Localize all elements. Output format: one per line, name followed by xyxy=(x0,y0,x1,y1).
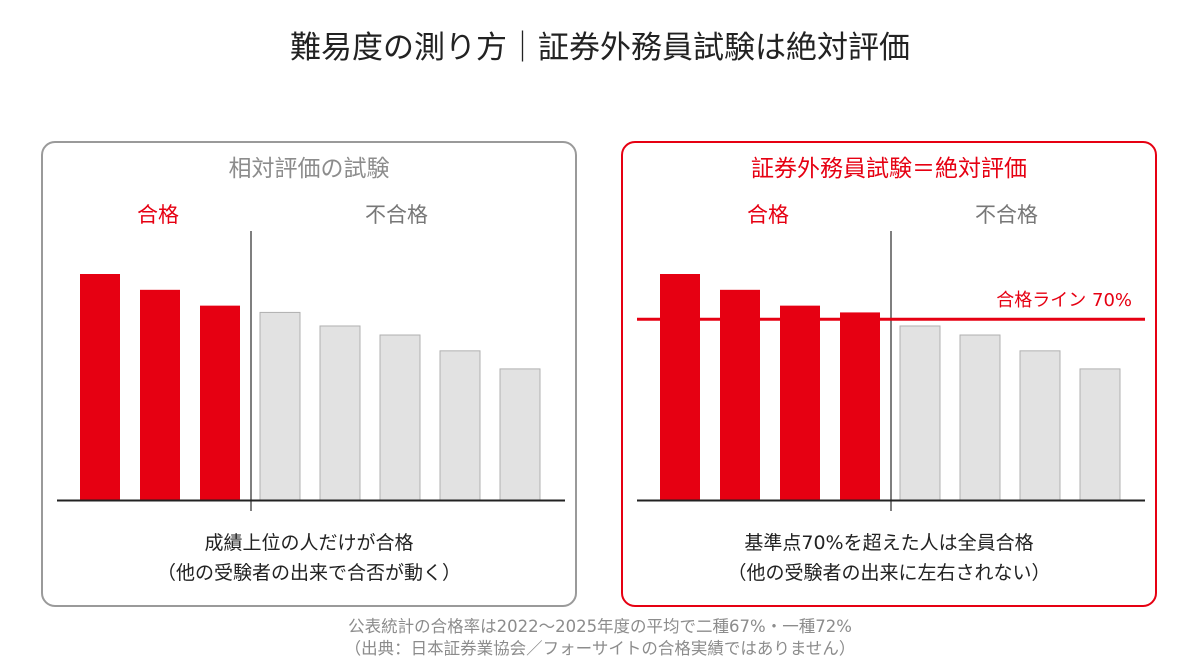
fail-bar xyxy=(959,334,1001,501)
relative-caption-line1: 成績上位の人だけが合格 xyxy=(204,532,414,554)
absolute-panel-title: 証券外務員試験＝絶対評価 xyxy=(751,156,1027,182)
relative-evaluation-panel: 相対評価の試験 合格 不合格 成績上位の人だけが合格 （他の受験者の出来で合否が… xyxy=(41,141,577,607)
fail-bar xyxy=(1019,350,1061,501)
relative-panel-title: 相対評価の試験 xyxy=(228,156,390,182)
relative-caption: 成績上位の人だけが合格 （他の受験者の出来で合否が動く） xyxy=(43,528,575,588)
fail-bar xyxy=(899,325,941,501)
footnote-line1: 公表統計の合格率は2022〜2025年度の平均で二種67%・一種72% xyxy=(348,617,852,636)
absolute-caption-line2: （他の受験者の出来に左右されない） xyxy=(727,562,1051,584)
page-title: 難易度の測り方｜証券外務員試験は絶対評価 xyxy=(290,30,910,66)
pass-bar xyxy=(660,274,700,500)
absolute-caption-line1: 基準点70%を超えた人は全員合格 xyxy=(744,532,1034,554)
fail-bar xyxy=(319,325,361,501)
fail-bar xyxy=(259,311,301,501)
pass-bar xyxy=(200,305,240,500)
fail-bar xyxy=(439,350,481,501)
pass-bar xyxy=(780,305,820,500)
pass-bar xyxy=(720,289,760,500)
absolute-pass-label: 合格 xyxy=(747,203,789,227)
pass-bar xyxy=(140,289,180,500)
relative-bar-chart xyxy=(57,231,565,511)
pass-bar xyxy=(80,274,120,500)
absolute-caption: 基準点70%を超えた人は全員合格 （他の受験者の出来に左右されない） xyxy=(623,528,1155,588)
fail-bar xyxy=(379,334,421,501)
fail-bar xyxy=(499,368,541,501)
relative-pass-label: 合格 xyxy=(137,203,179,227)
absolute-evaluation-panel: 証券外務員試験＝絶対評価 合格 不合格 合格ライン 70% 基準点70%を超えた… xyxy=(621,141,1157,607)
absolute-bar-chart: 合格ライン 70% xyxy=(637,231,1145,511)
footnote: 公表統計の合格率は2022〜2025年度の平均で二種67%・一種72% （出典：… xyxy=(0,616,1200,660)
pass-line-label: 合格ライン 70% xyxy=(996,290,1132,311)
pass-bar xyxy=(840,312,880,500)
absolute-fail-label: 不合格 xyxy=(975,203,1038,227)
relative-fail-label: 不合格 xyxy=(365,203,428,227)
relative-caption-line2: （他の受験者の出来で合否が動く） xyxy=(156,562,461,584)
fail-bar xyxy=(1079,368,1121,501)
footnote-line2: （出典：日本証券業協会／フォーサイトの合格実績ではありません） xyxy=(344,639,856,658)
